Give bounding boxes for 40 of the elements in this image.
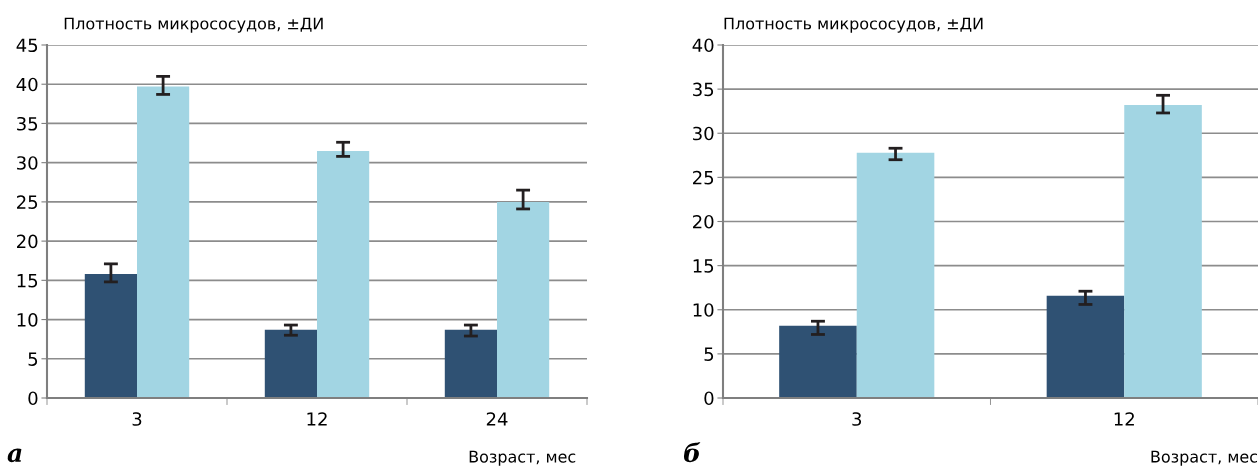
- x-tick-label: 24: [486, 412, 508, 426]
- bar: [856, 152, 935, 398]
- y-tick-label: 20: [17, 234, 38, 249]
- bar: [497, 201, 550, 398]
- x-tick-label: 12: [1114, 412, 1134, 426]
- y-tick-label: 30: [693, 126, 714, 141]
- y-tick-label: 0: [28, 391, 38, 406]
- text: б: [683, 442, 701, 463]
- x-tick-label: 3: [132, 412, 142, 426]
- x-axis-title: Возраст, мес: [469, 450, 576, 466]
- x-tick-label: 12: [307, 412, 327, 426]
- y-tick-label: 20: [693, 214, 714, 229]
- y-tick-label: 5: [704, 347, 714, 361]
- bar: [1046, 295, 1125, 398]
- y-tick-label: 10: [693, 303, 714, 317]
- bar: [84, 274, 137, 398]
- y-tick-label: 0: [704, 391, 714, 406]
- y-tick-label: 40: [692, 38, 714, 53]
- y-tick-label: 35: [693, 82, 714, 97]
- y-axis-title: Плотность микрососудов, ±ДИ: [724, 17, 983, 33]
- bar: [137, 86, 190, 398]
- y-tick-label: 30: [17, 156, 38, 170]
- bar: [264, 329, 317, 398]
- y-tick-label: 15: [693, 259, 714, 273]
- y-tick-label: 15: [17, 274, 38, 288]
- x-tick-label: 3: [852, 412, 862, 426]
- y-tick-label: 35: [17, 116, 38, 131]
- text: а: [7, 448, 22, 463]
- y-tick-label: 10: [17, 313, 38, 327]
- bar: [779, 325, 857, 398]
- y-tick-label: 40: [16, 77, 38, 92]
- y-tick-label: 25: [693, 170, 714, 185]
- y-tick-label: 25: [17, 195, 38, 210]
- bar: [1124, 105, 1202, 398]
- y-tick-label: 45: [16, 38, 38, 53]
- y-axis-title: Плотность микрососудов, ±ДИ: [64, 17, 323, 33]
- bar: [317, 150, 370, 398]
- x-axis-title: Возраст, мес: [1151, 450, 1258, 466]
- bar: [444, 329, 497, 398]
- y-tick-label: 5: [28, 352, 38, 366]
